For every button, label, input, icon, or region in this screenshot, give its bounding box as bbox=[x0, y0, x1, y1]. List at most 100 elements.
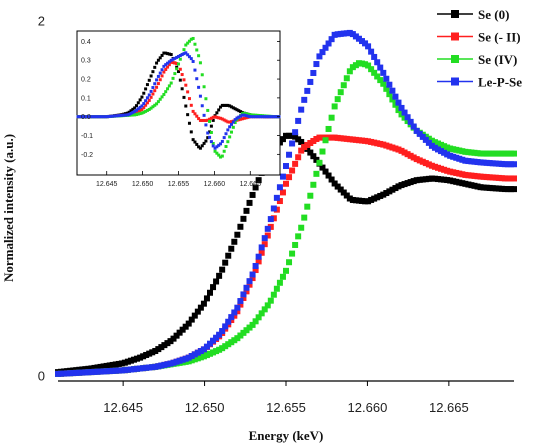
inset-data-point bbox=[229, 122, 233, 126]
data-point bbox=[216, 331, 223, 338]
data-point bbox=[155, 346, 162, 353]
inset-data-point bbox=[136, 107, 140, 111]
inset-data-point bbox=[138, 108, 142, 112]
inset-data-point bbox=[155, 102, 159, 106]
inset-data-point bbox=[134, 113, 138, 117]
inset-data-point bbox=[138, 112, 142, 116]
legend-label: Le-P-Se bbox=[478, 75, 522, 90]
inset-data-point bbox=[195, 77, 199, 81]
data-point bbox=[380, 80, 387, 87]
data-point bbox=[237, 223, 244, 230]
inset-data-point bbox=[204, 139, 208, 143]
data-point bbox=[322, 168, 329, 175]
data-point bbox=[191, 351, 198, 358]
inset-data-point bbox=[193, 112, 197, 116]
inset-data-point bbox=[127, 112, 131, 116]
inset-data-point bbox=[140, 111, 144, 115]
data-point bbox=[450, 153, 457, 160]
data-point bbox=[152, 363, 159, 370]
inset-data-point bbox=[164, 67, 168, 71]
data-point bbox=[395, 183, 402, 190]
data-point bbox=[182, 355, 189, 362]
data-point bbox=[298, 224, 305, 231]
data-point bbox=[203, 343, 210, 350]
inset-data-point bbox=[187, 97, 191, 101]
inset-data-point bbox=[175, 62, 179, 66]
inset-data-point bbox=[80, 115, 84, 119]
inset-data-point bbox=[255, 115, 259, 119]
data-point bbox=[334, 96, 341, 103]
data-point bbox=[425, 175, 432, 182]
legend-item: Le-P-Se bbox=[437, 75, 522, 90]
data-point bbox=[340, 30, 347, 37]
data-point bbox=[447, 177, 454, 184]
data-point bbox=[368, 196, 375, 203]
inset-data-point bbox=[191, 138, 195, 142]
data-point bbox=[444, 177, 451, 184]
data-point bbox=[64, 370, 71, 377]
inset-data-point bbox=[233, 118, 237, 122]
data-point bbox=[501, 150, 508, 157]
data-point bbox=[398, 111, 405, 118]
data-point bbox=[425, 139, 432, 146]
inset-data-point bbox=[156, 100, 160, 104]
data-point bbox=[365, 62, 372, 69]
data-point bbox=[507, 186, 514, 193]
data-point bbox=[511, 186, 517, 193]
inset-x-tick-label: 12.655 bbox=[168, 181, 190, 188]
data-point bbox=[404, 180, 411, 187]
inset-data-point bbox=[136, 109, 140, 113]
data-point bbox=[301, 143, 308, 150]
inset-data-point bbox=[240, 112, 244, 116]
data-point bbox=[371, 139, 378, 146]
inset-data-point bbox=[171, 76, 175, 80]
inset-data-point bbox=[244, 112, 248, 116]
inset-data-point bbox=[248, 115, 252, 119]
inset-data-point bbox=[113, 114, 117, 118]
data-point bbox=[398, 182, 405, 189]
data-point bbox=[185, 320, 192, 327]
inset-data-point bbox=[158, 78, 162, 82]
inset-data-point bbox=[240, 117, 244, 121]
inset-data-point bbox=[140, 95, 144, 99]
data-point bbox=[359, 197, 365, 204]
x-tick-label: 12.650 bbox=[185, 400, 225, 415]
data-point bbox=[495, 160, 502, 167]
data-point bbox=[258, 249, 265, 256]
inset-data-point bbox=[209, 140, 213, 144]
inset-data-point bbox=[239, 117, 243, 121]
inset-x-tick-label: 12.645 bbox=[96, 181, 118, 188]
data-point bbox=[359, 38, 365, 45]
inset-data-point bbox=[200, 73, 204, 77]
data-point bbox=[115, 367, 122, 374]
data-point bbox=[377, 77, 384, 84]
data-point bbox=[219, 266, 226, 273]
data-point bbox=[310, 69, 317, 76]
data-point bbox=[468, 182, 475, 189]
data-point bbox=[477, 150, 484, 157]
inset-data-point bbox=[98, 115, 102, 119]
inset-data-point bbox=[246, 112, 250, 116]
inset-data-point bbox=[144, 109, 148, 113]
data-point bbox=[450, 178, 457, 185]
data-point bbox=[146, 364, 153, 371]
legend-item: Se (- II) bbox=[437, 30, 521, 45]
data-point bbox=[456, 179, 463, 186]
data-point bbox=[194, 349, 201, 356]
data-point bbox=[349, 31, 356, 38]
inset-data-point bbox=[129, 113, 133, 117]
y-tick-label: 2 bbox=[38, 13, 45, 28]
data-point bbox=[319, 148, 326, 155]
data-point bbox=[316, 53, 323, 60]
inset-data-point bbox=[153, 89, 157, 93]
inset-data-point bbox=[131, 113, 135, 117]
inset-data-point bbox=[173, 56, 177, 60]
data-point bbox=[422, 176, 429, 183]
data-point bbox=[398, 104, 405, 111]
data-point bbox=[234, 304, 241, 311]
inset-data-point bbox=[220, 139, 224, 143]
data-point bbox=[228, 245, 235, 252]
data-point bbox=[143, 364, 150, 371]
inset-data-point bbox=[226, 120, 230, 124]
data-point bbox=[164, 361, 171, 368]
